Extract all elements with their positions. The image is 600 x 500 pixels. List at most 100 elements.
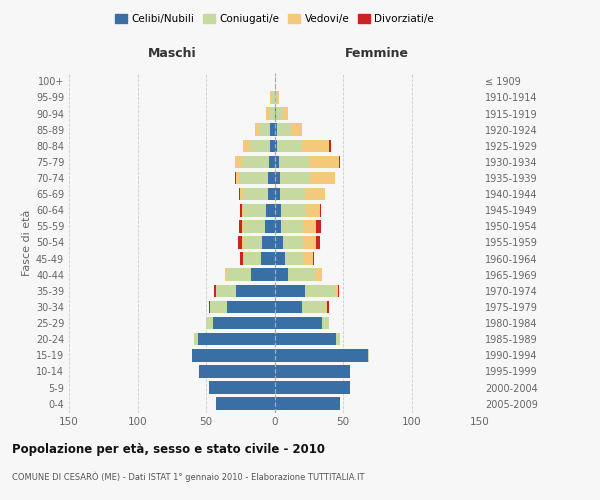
Bar: [210, 300, 227, 313]
Bar: [199, 365, 275, 378]
Bar: [303, 220, 316, 232]
Bar: [238, 236, 242, 249]
Bar: [259, 124, 271, 136]
Bar: [243, 188, 268, 200]
Bar: [275, 124, 277, 136]
Bar: [272, 91, 275, 104]
Bar: [262, 236, 275, 249]
Bar: [215, 284, 236, 297]
Bar: [291, 124, 302, 136]
Bar: [193, 349, 275, 362]
Bar: [243, 140, 250, 152]
Bar: [242, 156, 269, 168]
Bar: [225, 268, 228, 281]
Bar: [275, 284, 305, 297]
Bar: [338, 284, 339, 297]
Bar: [240, 172, 268, 184]
Bar: [275, 236, 283, 249]
Bar: [209, 381, 275, 394]
Bar: [275, 204, 281, 216]
Text: COMUNE DI CESARÒ (ME) - Dati ISTAT 1° gennaio 2010 - Elaborazione TUTTITALIA.IT: COMUNE DI CESARÒ (ME) - Dati ISTAT 1° ge…: [12, 471, 365, 482]
Bar: [322, 317, 329, 330]
Bar: [243, 204, 266, 216]
Bar: [240, 204, 242, 216]
Bar: [278, 156, 309, 168]
Bar: [316, 220, 321, 232]
Bar: [275, 333, 336, 345]
Bar: [275, 381, 350, 394]
Bar: [316, 236, 320, 249]
Bar: [275, 365, 350, 378]
Bar: [269, 156, 275, 168]
Bar: [310, 172, 335, 184]
Bar: [283, 236, 303, 249]
Bar: [313, 252, 314, 265]
Bar: [271, 124, 275, 136]
Bar: [275, 398, 340, 410]
Bar: [280, 188, 305, 200]
Bar: [213, 317, 275, 330]
Text: Popolazione per età, sesso e stato civile - 2010: Popolazione per età, sesso e stato civil…: [12, 442, 325, 456]
Bar: [276, 108, 283, 120]
Bar: [275, 108, 276, 120]
Bar: [265, 220, 275, 232]
Bar: [275, 252, 286, 265]
Bar: [275, 188, 280, 200]
Bar: [215, 398, 275, 410]
Bar: [266, 204, 275, 216]
Bar: [235, 172, 236, 184]
Bar: [243, 236, 262, 249]
Bar: [198, 333, 275, 345]
Bar: [303, 252, 313, 265]
Bar: [242, 236, 243, 249]
Bar: [277, 124, 291, 136]
Bar: [302, 300, 325, 313]
Bar: [275, 268, 288, 281]
Bar: [277, 140, 302, 152]
Bar: [339, 156, 340, 168]
Bar: [368, 349, 369, 362]
Bar: [277, 91, 278, 104]
Text: Femmine: Femmine: [345, 48, 409, 60]
Bar: [275, 300, 302, 313]
Bar: [239, 220, 242, 232]
Bar: [306, 204, 320, 216]
Bar: [236, 172, 240, 184]
Bar: [236, 284, 275, 297]
Bar: [288, 268, 316, 281]
Bar: [227, 300, 275, 313]
Bar: [209, 300, 210, 313]
Bar: [275, 91, 277, 104]
Bar: [275, 349, 368, 362]
Bar: [309, 156, 339, 168]
Bar: [271, 91, 272, 104]
Bar: [316, 268, 322, 281]
Bar: [250, 140, 271, 152]
Bar: [240, 188, 243, 200]
Bar: [242, 220, 243, 232]
Bar: [283, 108, 288, 120]
Bar: [214, 284, 215, 297]
Bar: [271, 140, 275, 152]
Legend: Celibi/Nubili, Coniugati/e, Vedovi/e, Divorziati/e: Celibi/Nubili, Coniugati/e, Vedovi/e, Di…: [111, 10, 438, 29]
Bar: [268, 188, 275, 200]
Bar: [281, 204, 306, 216]
Bar: [305, 188, 325, 200]
Bar: [275, 140, 277, 152]
Bar: [275, 317, 322, 330]
Bar: [235, 156, 242, 168]
Bar: [269, 108, 275, 120]
Bar: [336, 333, 340, 345]
Bar: [329, 140, 331, 152]
Bar: [275, 172, 280, 184]
Bar: [335, 284, 338, 297]
Bar: [242, 204, 243, 216]
Bar: [268, 172, 275, 184]
Bar: [240, 252, 243, 265]
Bar: [261, 252, 275, 265]
Bar: [239, 188, 240, 200]
Bar: [303, 236, 316, 249]
Bar: [281, 220, 303, 232]
Bar: [228, 268, 251, 281]
Bar: [286, 252, 303, 265]
